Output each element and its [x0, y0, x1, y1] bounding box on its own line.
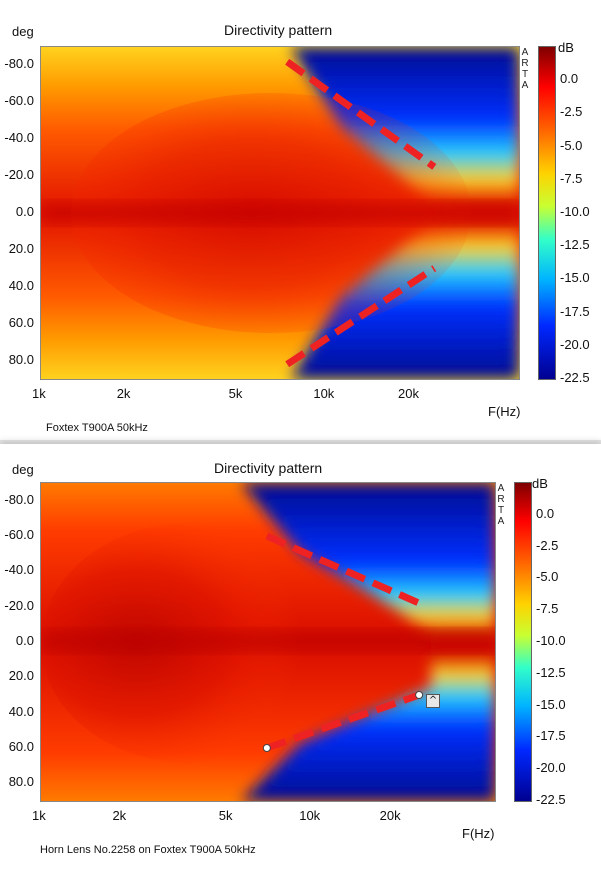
colorbar-tick-label: -7.5	[536, 601, 559, 617]
y-tick-label: 80.0	[8, 774, 34, 790]
arta-letter: A	[521, 47, 529, 58]
y-tick-label: 0.0	[15, 633, 34, 648]
colorbar-tick-label: -5.0	[536, 569, 559, 585]
arta-letter: A	[497, 483, 505, 494]
annotation-dashed-line	[285, 265, 437, 368]
chart-title: Directivity pattern	[224, 22, 333, 38]
chart-caption: Foxtex T900A 50kHz	[46, 422, 148, 434]
annotation-dashed-line	[285, 58, 437, 170]
colorbar-tick-label: -17.5	[560, 303, 590, 319]
colorbar-tick-label: -12.5	[560, 237, 590, 253]
panel-separator	[0, 440, 601, 444]
y-axis-label: deg	[12, 462, 34, 477]
colorbar-tick-label: -7.5	[560, 170, 583, 186]
heatmap-plot	[40, 482, 496, 802]
y-tick-label: -40.0	[4, 130, 34, 146]
cursor-handle[interactable]	[262, 744, 271, 752]
colorbar	[514, 482, 532, 802]
y-tick-label: -40.0	[4, 562, 34, 578]
y-tick-label: 80.0	[8, 351, 34, 367]
arta-letter: T	[521, 69, 529, 80]
y-tick-label: 0.0	[15, 204, 34, 219]
y-tick-label: -60.0	[4, 527, 34, 542]
y-tick-label: -60.0	[4, 93, 34, 109]
x-tick-label: 20k	[398, 386, 419, 401]
y-tick-label: 60.0	[8, 739, 34, 754]
y-axis-label: deg	[12, 24, 34, 39]
colorbar-label: dB	[558, 40, 574, 55]
x-tick-label: 1k	[32, 808, 46, 823]
x-tick-label: 1k	[32, 386, 46, 401]
y-tick-label: 40.0	[8, 703, 34, 719]
y-tick-label: 20.0	[8, 240, 34, 256]
y-tick-label: 20.0	[8, 668, 34, 684]
chart-panel-top: Directivity pattern deg dB	[4, 22, 590, 434]
colorbar-tick-label: -10.0	[560, 204, 590, 219]
x-tick-label: 10k	[299, 808, 321, 823]
x-tick-label: 2k	[116, 386, 131, 401]
x-axis-label: F(Hz)	[462, 826, 495, 841]
heatmap-svg	[41, 483, 495, 801]
colorbar-tick-label: -15.0	[536, 696, 566, 712]
colorbar-tick-label: -22.5	[536, 792, 566, 807]
chart-caption: Horn Lens No.2258 on Foxtex T900A 50kHz	[40, 844, 256, 856]
colorbar-tick-label: -5.0	[560, 137, 583, 153]
chart-title: Directivity pattern	[214, 460, 323, 476]
arta-letter: R	[497, 494, 505, 505]
y-tick-label: -20.0	[4, 597, 34, 613]
colorbar-tick-label: 0.0	[560, 71, 579, 87]
arta-letter: T	[497, 505, 505, 516]
x-tick-label: 5k	[228, 386, 243, 401]
colorbar-tick-label: -15.0	[560, 270, 590, 286]
x-tick-label: 5k	[218, 808, 233, 823]
chart-panel-bottom: Directivity pattern deg dB	[0, 444, 601, 870]
y-tick-label: 60.0	[8, 314, 34, 330]
colorbar-tick-label: -10.0	[536, 633, 566, 648]
arta-letter: R	[521, 58, 529, 69]
colorbar	[538, 46, 556, 380]
colorbar-label: dB	[532, 476, 548, 491]
x-tick-label: 20k	[379, 808, 401, 823]
colorbar-tick-label: -22.5	[560, 370, 590, 385]
x-tick-label: 2k	[112, 808, 127, 823]
y-tick-label: -80.0	[4, 56, 34, 72]
colorbar-tick-label: -2.5	[536, 537, 559, 553]
y-tick-label: -80.0	[4, 491, 34, 507]
heatmap-plot	[40, 46, 520, 380]
colorbar-tick-label: -2.5	[560, 104, 583, 120]
colorbar-tick-label: -20.0	[536, 760, 566, 776]
x-axis-label: F(Hz)	[488, 404, 521, 419]
heatmap-svg	[41, 47, 519, 379]
x-tick-label: 10k	[313, 386, 335, 401]
y-tick-label: 40.0	[8, 277, 34, 293]
colorbar-tick-label: -17.5	[536, 728, 566, 744]
y-tick-label: -20.0	[4, 167, 34, 183]
colorbar-tick-label: -12.5	[536, 664, 566, 680]
cursor-chevron-up-icon[interactable]: ^	[426, 694, 441, 708]
cursor-handle[interactable]	[415, 691, 424, 699]
arta-letter: A	[521, 80, 529, 91]
colorbar-tick-label: 0.0	[536, 505, 555, 521]
arta-letter: A	[497, 516, 505, 527]
colorbar-tick-label: -20.0	[560, 336, 590, 352]
annotation-dashed-line	[265, 691, 421, 752]
